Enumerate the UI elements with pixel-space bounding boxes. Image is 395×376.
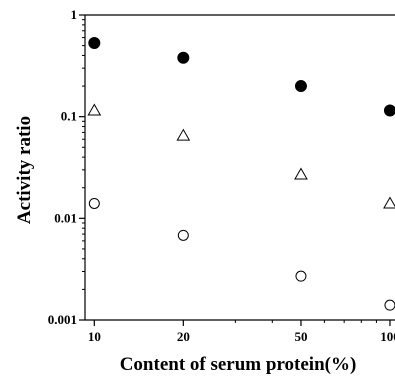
y-axis-title: Activity ratio	[14, 116, 35, 224]
data-point-open-circle	[177, 229, 189, 241]
x-axis-ticks: 10 20 50 100	[88, 320, 395, 344]
data-point-open-triangle	[383, 196, 395, 209]
data-points	[87, 37, 395, 311]
data-point-filled-circle	[177, 51, 190, 64]
y-tick-label: 0.001	[48, 312, 77, 327]
x-tick-label: 20	[177, 329, 190, 344]
data-point-open-circle	[384, 299, 395, 311]
y-axis-ticks: 1 0.1 0.01 0.001	[48, 7, 85, 327]
x-tick-label: 10	[88, 329, 101, 344]
data-point-open-circle	[88, 197, 100, 209]
plot-frame	[84, 14, 395, 321]
data-point-filled-circle	[88, 37, 101, 50]
x-tick-label: 50	[294, 329, 307, 344]
data-point-filled-circle	[294, 80, 307, 93]
data-point-filled-circle	[383, 104, 395, 117]
y-tick-label: 1	[71, 7, 78, 22]
data-point-open-circle	[295, 270, 307, 282]
y-tick-label: 0.01	[54, 210, 77, 225]
data-point-open-triangle	[87, 103, 102, 116]
x-axis-title: Content of serum protein(%)	[120, 354, 357, 375]
data-point-open-triangle	[176, 128, 191, 141]
y-tick-label: 0.1	[61, 109, 77, 124]
x-tick-label: 100	[380, 329, 395, 344]
data-point-open-triangle	[294, 167, 308, 180]
